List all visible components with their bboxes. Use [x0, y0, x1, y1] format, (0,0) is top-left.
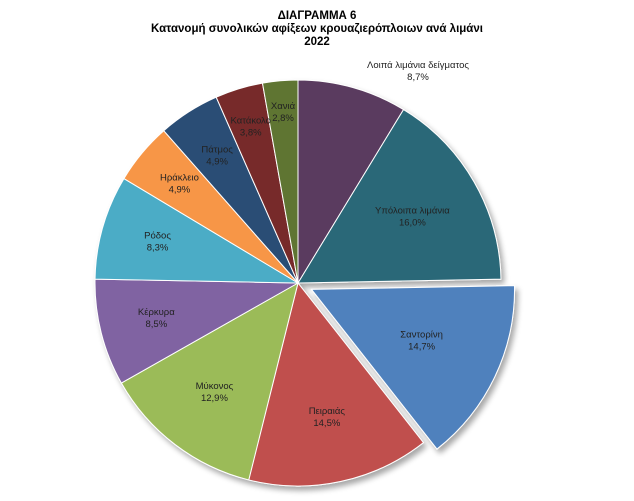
chart-subtitle: Κατανομή συνολικών αφίξεων κρουαζιερόπλο… [151, 23, 483, 35]
slice-label-name: Ηράκλειο [160, 172, 199, 183]
slice-label-value: 8,7% [407, 72, 429, 83]
slice-0 [297, 79, 405, 285]
slice-label-value: 8,3% [147, 243, 169, 254]
slice-label-name: Πάτμος [201, 144, 233, 155]
slice-label-name: Μύκονος [196, 381, 234, 392]
slice-label-value: 3,8% [240, 128, 262, 139]
slice-label-name: Χανιά [271, 101, 296, 112]
slice-label-value: 14,7% [408, 342, 435, 353]
slice-label-name: Υπόλοιπα λιμάνια [375, 205, 450, 216]
slice-label-value: 8,5% [145, 319, 167, 330]
slice-4 [120, 281, 299, 481]
slice-label-name: Σαντορίνη [400, 330, 443, 341]
slice-label-value: 14,5% [313, 418, 340, 429]
slice-2 [310, 285, 516, 450]
slice-5 [94, 278, 300, 384]
slice-label-name: Ρόδος [144, 231, 171, 242]
slice-label-value: 2,8% [272, 113, 294, 124]
slice-6 [94, 177, 300, 284]
chart-titles: ΔΙΑΓΡΑΜΜΑ 6 Κατανομή συνολικών αφίξεων κ… [0, 10, 634, 49]
chart-year: 2022 [304, 36, 330, 48]
slice-1 [297, 108, 502, 284]
slice-3 [248, 281, 425, 487]
slice-label-name: Κέρκυρα [138, 307, 175, 318]
slice-label-name: Κατάκολο [231, 116, 271, 127]
slice-label-value: 4,9% [206, 156, 228, 167]
slice-label-value: 16,0% [399, 217, 426, 228]
slice-label-name: Πειραιάς [309, 406, 346, 417]
slice-label-value: 12,9% [201, 393, 228, 404]
chart-title: ΔΙΑΓΡΑΜΜΑ 6 [277, 10, 357, 22]
slice-label-name: Λοιπά λιμάνια δείγματος [367, 60, 469, 71]
slice-10 [261, 79, 299, 284]
slice-label-value: 4,9% [169, 184, 191, 195]
